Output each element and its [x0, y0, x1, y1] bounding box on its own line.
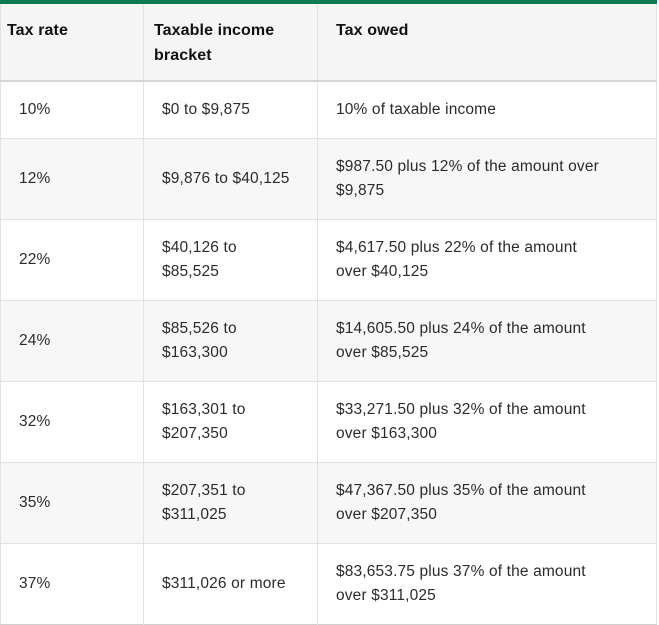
header-row: Tax rate Taxable income bracket Tax owed [0, 2, 657, 82]
column-header-tax-owed: Tax owed [317, 2, 657, 82]
tax-owed-cell: $47,367.50 plus 35% of the amount over $… [317, 462, 657, 544]
income-bracket-cell: $85,526 to $163,300 [143, 300, 318, 382]
table-row: 24% $85,526 to $163,300 $14,605.50 plus … [0, 300, 657, 382]
table-row: 10% $0 to $9,875 10% of taxable income [0, 81, 657, 139]
table-header: Tax rate Taxable income bracket Tax owed [0, 2, 657, 82]
income-bracket-cell: $207,351 to $311,025 [143, 462, 318, 544]
table-row: 22% $40,126 to $85,525 $4,617.50 plus 22… [0, 219, 657, 301]
tax-owed-cell: $4,617.50 plus 22% of the amount over $4… [317, 219, 657, 301]
income-bracket-cell: $40,126 to $85,525 [143, 219, 318, 301]
table-row: 37% $311,026 or more $83,653.75 plus 37%… [0, 543, 657, 625]
income-bracket-cell: $0 to $9,875 [143, 81, 318, 139]
tax-owed-cell: $33,271.50 plus 32% of the amount over $… [317, 381, 657, 463]
tax-rate-cell: 22% [0, 219, 144, 301]
tax-owed-cell: $83,653.75 plus 37% of the amount over $… [336, 563, 586, 604]
tax-rate-cell: 10% [0, 81, 144, 139]
table-body: 10% $0 to $9,875 10% of taxable income 1… [0, 81, 657, 625]
tax-rate-cell: 37% [0, 543, 144, 625]
tax-owed-cell: 10% of taxable income [317, 81, 657, 139]
tax-owed-cell: $14,605.50 plus 24% of the amount over $… [317, 300, 657, 382]
tax-rate-cell: 32% [0, 381, 144, 463]
tax-rate-cell: 12% [0, 138, 144, 220]
table-row: 32% $163,301 to $207,350 $33,271.50 plus… [0, 381, 657, 463]
column-header-taxable-income-bracket: Taxable income bracket [143, 2, 318, 82]
table-row: 12% $9,876 to $40,125 $987.50 plus 12% o… [0, 138, 657, 220]
income-bracket-cell: $9,876 to $40,125 [143, 138, 318, 220]
tax-rate-cell: 24% [0, 300, 144, 382]
tax-owed-cell: $987.50 plus 12% of the amount over $9,8… [317, 138, 657, 220]
tax-rate-cell: 35% [0, 462, 144, 544]
income-bracket-cell: $311,026 or more [143, 543, 318, 625]
income-bracket-cell: $163,301 to $207,350 [143, 381, 318, 463]
table-row: 35% $207,351 to $311,025 $47,367.50 plus… [0, 462, 657, 544]
column-header-tax-rate: Tax rate [0, 2, 144, 82]
